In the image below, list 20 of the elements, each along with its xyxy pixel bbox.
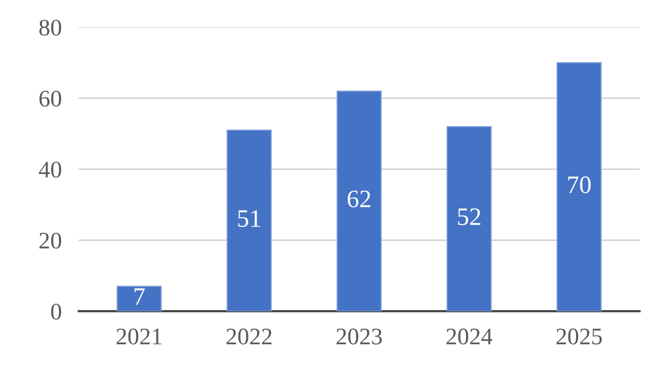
data-label: 62 [348, 190, 370, 208]
bar [116, 286, 162, 312]
x-tick-label: 2025 [556, 328, 602, 344]
y-tick-label: 0 [51, 304, 62, 320]
y-tick-label: 80 [39, 20, 62, 36]
bar [336, 90, 382, 312]
x-tick-label: 2021 [116, 328, 162, 344]
y-tick-label: 20 [39, 232, 62, 249]
bar [226, 130, 272, 312]
y-tick-label: 60 [39, 90, 62, 107]
x-tick-label: 2023 [336, 328, 382, 344]
data-label: 51 [238, 210, 260, 227]
y-tick-label: 40 [38, 162, 62, 178]
bar [556, 62, 602, 312]
x-tick-label: 2024 [446, 328, 492, 344]
data-label: 7 [134, 288, 145, 305]
data-label: 52 [458, 208, 480, 226]
x-tick-label: 2022 [226, 328, 272, 344]
data-label: 70 [568, 176, 591, 194]
bar [446, 126, 492, 312]
